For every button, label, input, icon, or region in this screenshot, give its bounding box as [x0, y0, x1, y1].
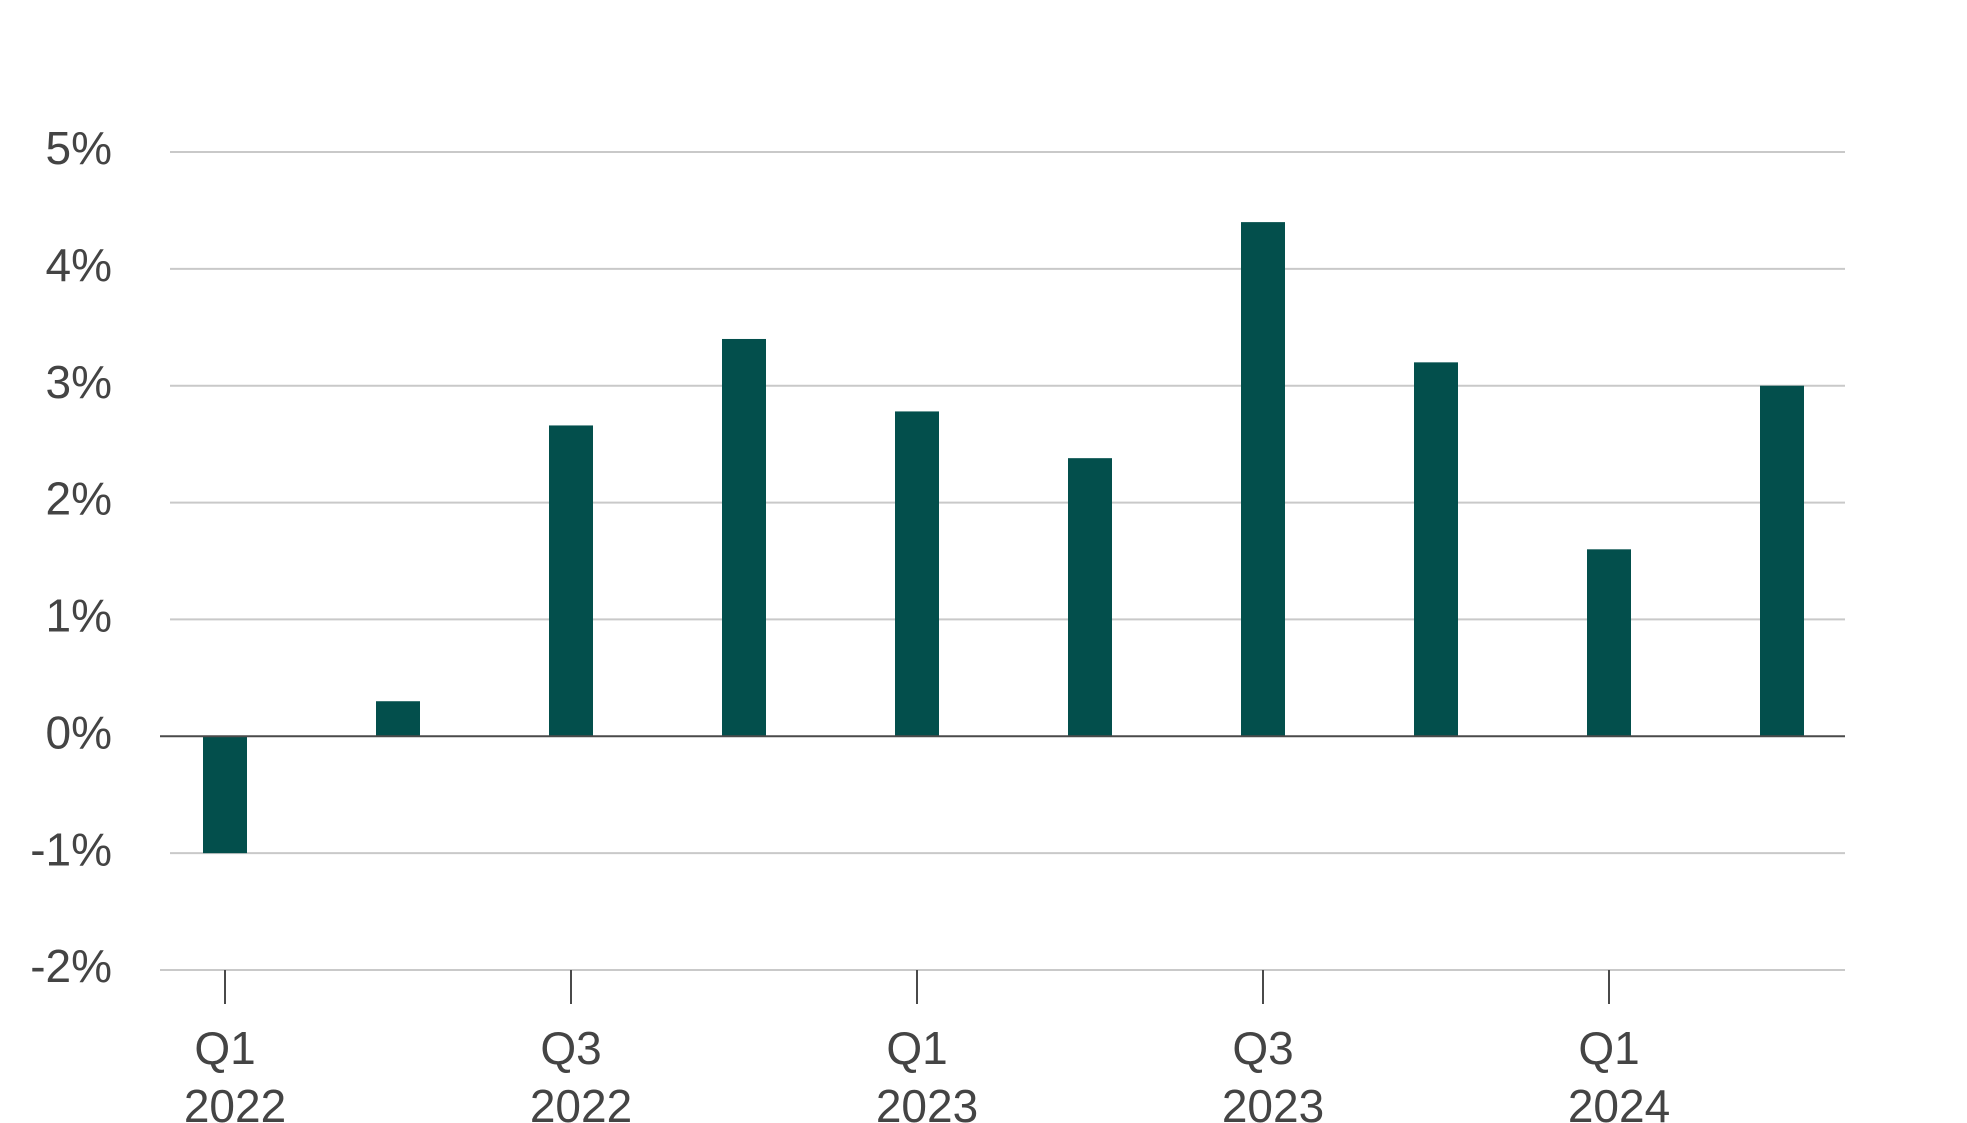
y-tick-label: 4% — [46, 239, 112, 291]
gridlines — [170, 151, 1845, 855]
bar — [1587, 549, 1631, 737]
x-tick-label-year: 2022 — [184, 1080, 286, 1123]
x-tick-label-quarter: Q1 — [1578, 1022, 1639, 1074]
y-tick-label: 2% — [46, 473, 112, 525]
bar — [1241, 222, 1285, 737]
bars — [203, 222, 1804, 854]
x-axis-labels: Q1 2022 Q3 2022 Q1 2023 Q3 2023 Q1 2024 — [184, 1022, 1670, 1123]
y-tick-label: 5% — [46, 122, 112, 174]
bar — [895, 411, 939, 737]
y-tick-label: 0% — [46, 706, 112, 758]
x-tick-label-quarter: Q3 — [1232, 1022, 1293, 1074]
x-tick-label-year: 2022 — [530, 1080, 632, 1123]
bar — [722, 338, 766, 737]
y-tick-label: -1% — [30, 823, 112, 875]
x-tick-label-year: 2024 — [1568, 1080, 1670, 1123]
y-tick-label: 1% — [46, 590, 112, 642]
bar — [1760, 385, 1804, 737]
y-tick-label: -2% — [30, 940, 112, 992]
x-tick-label-year: 2023 — [1222, 1080, 1324, 1123]
bar — [549, 425, 593, 737]
bar — [203, 736, 247, 854]
x-tick-label-quarter: Q3 — [540, 1022, 601, 1074]
bar — [1414, 362, 1458, 737]
bar — [1068, 458, 1112, 737]
bar — [376, 701, 420, 737]
axes — [160, 735, 1845, 1004]
x-tick-label-quarter: Q1 — [194, 1022, 255, 1074]
y-tick-label: 3% — [46, 356, 112, 408]
y-axis-labels: 5% 4% 3% 2% 1% 0% -1% -2% — [30, 122, 112, 992]
x-tick-label-quarter: Q1 — [886, 1022, 947, 1074]
x-tick-label-year: 2023 — [876, 1080, 978, 1123]
